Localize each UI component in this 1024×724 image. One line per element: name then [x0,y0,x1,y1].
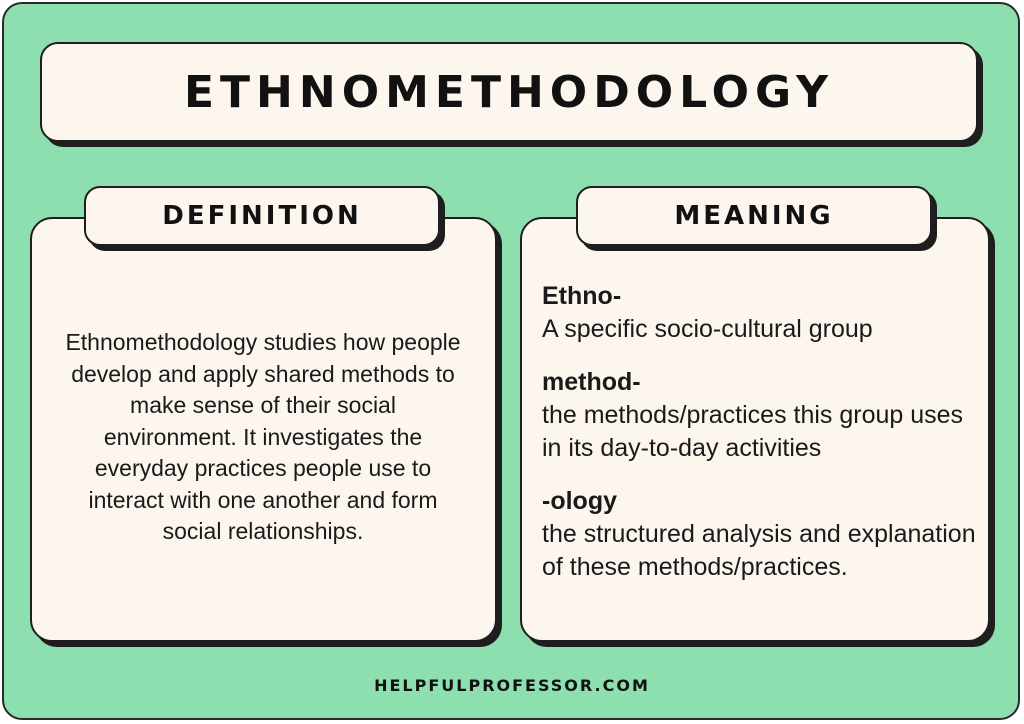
meaning-term-method: method- [542,368,641,396]
meaning-term-ology: -ology [542,487,617,515]
meaning-tab: MEANING [576,186,932,246]
meaning-desc-ethno: A specific socio-cultural group [542,315,873,343]
title-banner: ETHNOMETHODOLOGY [40,42,978,142]
definition-tab: DEFINITION [84,186,440,246]
meaning-term-ethno: Ethno- [542,282,622,310]
meaning-heading: MEANING [674,201,834,231]
definition-card [30,217,497,642]
meaning-desc-method: the methods/practices this group uses in… [542,401,964,462]
footer-website: HELPFULPROFESSOR.COM [374,676,650,695]
meaning-list: Ethno- A specific socio-cultural group m… [542,280,982,604]
page-title: ETHNOMETHODOLOGY [183,66,835,118]
meaning-card [520,217,990,642]
definition-text: Ethnomethodology studies how people deve… [65,329,461,544]
meaning-desc-ology: the structured analysis and explanation … [542,520,976,581]
definition-heading: DEFINITION [162,201,362,231]
